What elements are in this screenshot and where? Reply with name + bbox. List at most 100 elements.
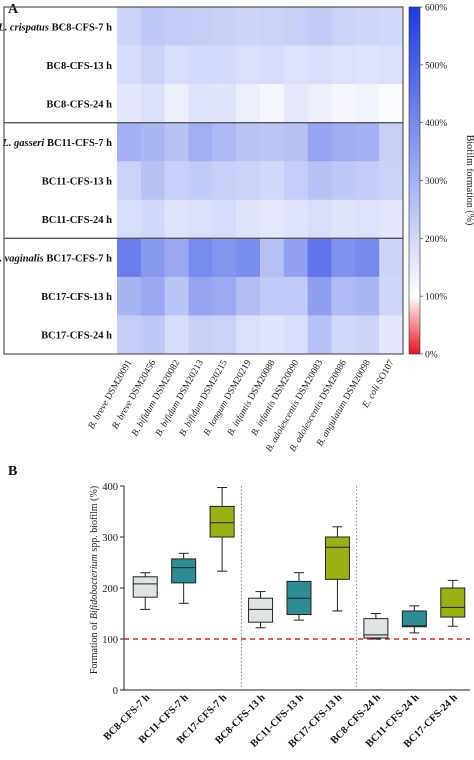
colorbar-tick-label: 0%: [425, 351, 438, 361]
heatmap-cell: [379, 7, 404, 46]
heatmap-cell: [283, 276, 309, 316]
heatmap-cell: [212, 315, 237, 355]
heatmap-cell: [140, 84, 166, 124]
heatmap-cell: [283, 199, 309, 239]
heatmap-cell: [236, 161, 261, 201]
box-body: [132, 576, 158, 598]
heatmap-row-label: BC8-CFS-24 h: [46, 99, 112, 110]
heatmap-cell: [140, 276, 166, 316]
heatmap-cell: [164, 45, 189, 85]
box-axes: 0 100 200 300 400: [102, 482, 470, 697]
heatmap-cell: [355, 315, 380, 355]
heatmap-cell: [260, 315, 285, 355]
heatmap-row-label: L. crispatus BC8-CFS-7 h: [0, 22, 112, 33]
heatmap-cell: [140, 122, 166, 162]
colorbar-ticks: 600% 500% 400% 300% 200% 100% 0%: [420, 4, 447, 361]
heatmap-cell: [355, 45, 380, 85]
heatmap-cell: [236, 84, 261, 124]
heatmap-cell: [188, 122, 213, 162]
heatmap-cell: [307, 315, 332, 355]
heatmap-cell: [117, 199, 142, 239]
heatmap-row-label: L. vaginalis BC17-CFS-7 h: [0, 254, 112, 265]
box-5: [286, 572, 312, 621]
heatmap-cell: [140, 238, 166, 278]
heatmap-cell: [379, 276, 404, 316]
heatmap-cell: [212, 122, 237, 162]
heatmap-cell: [188, 7, 213, 46]
heatmap-row-labels: L. crispatus BC8-CFS-7 h BC8-CFS-13 h BC8-…: [0, 22, 112, 341]
heatmap-cell: [117, 7, 142, 46]
heatmap-cell: [188, 276, 213, 316]
heatmap-cell: [117, 122, 142, 162]
heatmap-cell: [379, 84, 404, 124]
heatmap-cell: [236, 122, 261, 162]
heatmap-cell: [212, 7, 237, 46]
heatmap-cell: [355, 7, 380, 46]
y-axis-label: Formation of Bifidobacterium spp. biofil…: [89, 486, 100, 674]
y-tick-label: 100: [102, 635, 118, 646]
heatmap-cell: [331, 315, 356, 355]
heatmap-cell: [331, 7, 356, 46]
heatmap-cell: [260, 84, 285, 124]
heatmap-cell: [307, 238, 332, 278]
heatmap-cell: [188, 238, 213, 278]
heatmap-cell: [283, 7, 309, 46]
heatmap-cell: [379, 238, 404, 278]
box-3: [209, 487, 235, 572]
heatmap-cell: [331, 276, 356, 316]
heatmap-row-label: BC17-CFS-13 h: [41, 292, 112, 303]
box-6: [324, 526, 350, 612]
heatmap-cell: [307, 7, 332, 46]
y-tick-label: 0: [113, 686, 118, 697]
heatmap-cell: [331, 84, 356, 124]
heatmap-cell: [236, 199, 261, 239]
heatmap-cell: [212, 238, 237, 278]
heatmap-cell: [355, 238, 380, 278]
heatmap-cell: [164, 161, 189, 201]
heatmap-cell: [140, 45, 166, 85]
heatmap-cell: [236, 7, 261, 46]
y-tick-label: 300: [102, 533, 118, 544]
heatmap-cell: [164, 7, 189, 46]
heatmap-cell: [164, 122, 189, 162]
heatmap-cell: [117, 315, 142, 355]
heatmap: [117, 7, 404, 355]
heatmap-cell: [260, 7, 285, 46]
colorbar: [408, 6, 421, 355]
heatmap-cell: [379, 161, 404, 201]
heatmap-cell: [331, 199, 356, 239]
heatmap-cell: [236, 315, 261, 355]
box-4: [248, 591, 274, 629]
heatmap-cell: [212, 161, 237, 201]
heatmap-cell: [331, 238, 356, 278]
box-1: [132, 572, 158, 610]
heatmap-cell: [164, 199, 189, 239]
heatmap-cell: [260, 276, 285, 316]
colorbar-tick-label: 500%: [425, 61, 447, 71]
heatmap-cell: [164, 238, 189, 278]
heatmap-cell: [260, 45, 285, 85]
heatmap-cell: [117, 45, 142, 85]
heatmap-cell: [331, 122, 356, 162]
heatmap-cell: [260, 238, 285, 278]
heatmap-cell: [140, 315, 166, 355]
heatmap-cell: [307, 84, 332, 124]
heatmap-cell: [260, 161, 285, 201]
heatmap-cell: [283, 238, 309, 278]
heatmap-cell: [379, 45, 404, 85]
heatmap-cell: [236, 45, 261, 85]
heatmap-cell: [307, 199, 332, 239]
heatmap-cell: [188, 199, 213, 239]
heatmap-cell: [307, 45, 332, 85]
heatmap-cell: [164, 315, 189, 355]
box-7: [363, 613, 389, 640]
box-body: [440, 587, 466, 618]
box-9: [440, 579, 466, 627]
heatmap-cell: [236, 238, 261, 278]
heatmap-column-label: B. breve DSM20091: [87, 358, 135, 431]
heatmap-cell: [355, 199, 380, 239]
heatmap-cell: [117, 276, 142, 316]
box-body: [209, 505, 235, 538]
